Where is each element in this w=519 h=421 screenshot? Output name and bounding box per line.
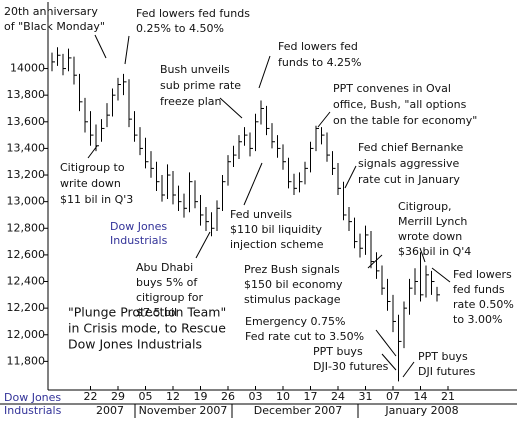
annotation-pointer [381,353,397,371]
annotation: of "Black Monday" [4,20,105,33]
y-tick-label: 12,200 [7,301,46,314]
annotation: Dow Jones [110,220,167,233]
annotation: Fed rate cut to 3.50% [245,330,364,343]
x-tick-label: 07 [386,390,400,403]
annotation: Fed unveils [230,208,292,221]
annotation: freeze plan [160,95,222,108]
annotation: in Crisis mode, to Rescue [68,321,226,336]
annotation: Abu Dhabi [136,261,193,274]
y-tick-label: 12,400 [7,275,46,288]
annotation: rate cut in January [358,173,460,186]
y-tick-label: 13,600 [7,115,46,128]
annotation: DJI futures [418,365,476,378]
annotation: write down [60,177,121,190]
x-tick-label: 05 [139,390,153,403]
annotation: on the table for economy" [333,114,477,127]
x-tick-label: 12 [166,390,180,403]
annotation: $150 bil economy [244,278,343,291]
annotation: $36 bil in Q'4 [398,245,471,258]
y-tick-label: 13,200 [7,168,46,181]
annotation: Fed chief Bernanke [358,141,463,154]
annotation: buys 5% of [136,276,198,289]
y-tick-label: 14000 [10,62,45,75]
annotation-pointer [219,97,243,119]
annotation-pointer [431,267,451,283]
annotation-pointer [367,254,383,269]
x-period-label: January 2008 [384,404,458,417]
x-tick-label: 31 [359,390,373,403]
annotation: sub prime rate [160,79,241,92]
annotation-pointer [195,231,211,259]
x-tick-label: 26 [221,390,235,403]
annotation: signals aggressive [358,157,460,170]
annotation: stimulus package [244,293,341,306]
annotation-pointer [375,329,397,357]
annotation: $11 bil in Q'3 [60,193,133,206]
x-tick-label: 29 [111,390,125,403]
annotation: 0.25% to 4.50% [136,22,224,35]
annotation: fed funds [453,283,505,296]
annotation: Dow Jones Industrials [68,337,202,352]
annotation: DJI-30 futures [313,360,389,373]
annotation: PPT convenes in Oval [333,82,451,95]
annotation: Industrials [110,234,168,247]
annotation-pointer [87,145,98,159]
y-tick-label: 12,000 [7,328,46,341]
y-tick-label: 12,800 [7,221,46,234]
x-tick-label: 19 [194,390,208,403]
y-tick-label: 11,800 [7,354,46,367]
annotation: Citigroup to [60,161,125,174]
annotation: Emergency 0.75% [245,315,345,328]
annotation: injection scheme [230,238,324,251]
annotation-pointer [317,111,331,128]
annotation-pointer [419,247,426,263]
annotation: wrote down [398,230,462,243]
annotation: citigroup for [136,291,204,304]
annotation: Industrials [4,404,62,417]
y-tick-label: 13,400 [7,141,46,154]
annotation: Fed lowers [453,268,512,281]
annotation: to 3.00% [453,313,502,326]
x-period-label: November 2007 [139,404,228,417]
x-tick-label: 21 [441,390,455,403]
annotation: Fed lowers fed funds [136,7,250,20]
annotation: Dow Jones [4,391,61,404]
annotation: funds to 4.25% [278,56,362,69]
x-tick-label: 10 [276,390,290,403]
annotation: $110 bil liquidity [230,223,323,236]
x-tick-label: 14 [414,390,428,403]
x-period-label: 2007 [96,404,124,417]
annotation: rate 0.50% [453,298,514,311]
annotation: 20th anniversary [4,5,98,18]
annotation: Prez Bush signals [244,263,340,276]
annotation-pointer [243,162,263,206]
annotation: Merrill Lynch [398,215,467,228]
y-tick-label: 13,800 [7,88,46,101]
annotation: "Plunge Protection Team" [68,305,226,320]
x-tick-label: 24 [331,390,345,403]
annotation: office, Bush, "all options [333,98,467,111]
annotation-pointer [124,35,130,65]
annotation: Bush unveils [160,63,230,76]
annotation: Citigroup, [398,200,452,213]
annotation-pointer [344,165,357,189]
x-period-label: December 2007 [254,404,343,417]
x-tick-label: 03 [249,390,263,403]
annotation-pointer [94,34,107,59]
y-tick-label: 12,600 [7,248,46,261]
x-tick-label: 17 [304,390,318,403]
annotation: $7.5 bil [136,306,177,319]
annotation-pointer [402,361,415,378]
annotation: PPT buys [418,350,468,363]
annotation-pointer [258,55,271,89]
annotation: PPT buys [313,345,363,358]
annotation: Fed lowers fed [278,40,358,53]
y-tick-label: 13,000 [7,195,46,208]
x-tick-label: 22 [84,390,98,403]
